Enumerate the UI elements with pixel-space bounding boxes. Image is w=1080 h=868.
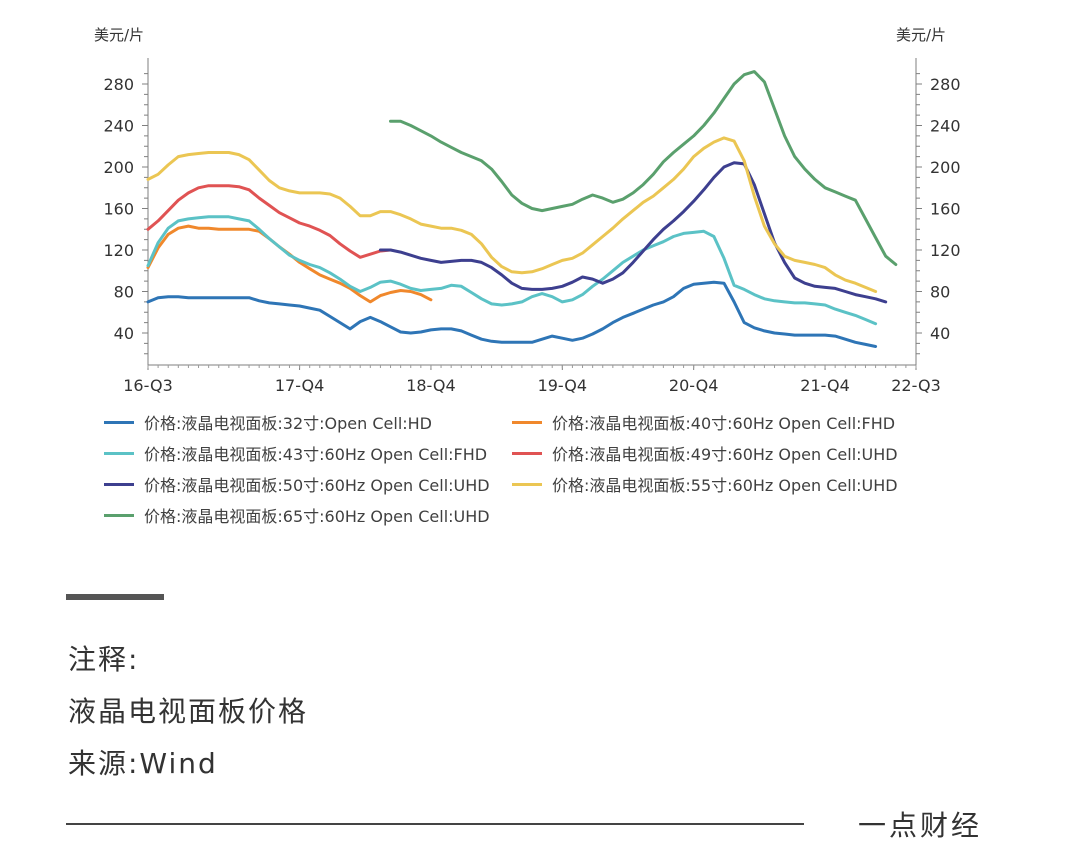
legend-item: 价格:液晶电视面板:49寸:60Hz Open Cell:UHD [508, 443, 978, 464]
legend-label: 价格:液晶电视面板:32寸:Open Cell:HD [144, 414, 433, 433]
x-tick-label: 22-Q3 [891, 376, 941, 395]
legend-swatch [104, 420, 134, 424]
series-line-4 [146, 184, 392, 259]
y-unit-left: 美元/片 [94, 26, 144, 44]
chart-legend: 价格:液晶电视面板:32寸:Open Cell:HD 价格:液晶电视面板:40寸:… [100, 412, 980, 526]
series-line-3 [146, 215, 878, 326]
brand-name: 一点财经 [858, 809, 983, 842]
legend-item: 价格:液晶电视面板:50寸:60Hz Open Cell:UHD [100, 474, 508, 495]
notes-source: 来源:Wind [68, 747, 218, 780]
legend-item: 价格:液晶电视面板:55寸:60Hz Open Cell:UHD [508, 474, 978, 495]
x-tick-label: 16-Q3 [123, 376, 173, 395]
notes-block: 注释: 液晶电视面板价格 来源:Wind [68, 640, 308, 796]
x-tick-label: 18-Q4 [406, 376, 456, 395]
y-tick-label-right: 80 [930, 283, 950, 302]
series-line-1 [146, 280, 878, 348]
y-tick-label-left: 80 [114, 283, 134, 302]
x-tick-label: 19-Q4 [538, 376, 588, 395]
y-tick-label-left: 120 [103, 241, 134, 260]
y-unit-right: 美元/片 [896, 26, 946, 44]
x-tick-label: 17-Q4 [275, 376, 325, 395]
footer-divider [66, 823, 804, 825]
y-tick-label-left: 40 [114, 324, 134, 343]
y-tick-label-right: 40 [930, 324, 950, 343]
y-tick-label-right: 160 [930, 200, 961, 219]
y-tick-label-left: 160 [103, 200, 134, 219]
legend-swatch [104, 451, 134, 455]
legend-label: 价格:液晶电视面板:43寸:60Hz Open Cell:FHD [144, 445, 488, 464]
legend-swatch [104, 482, 134, 486]
series-line-5 [378, 161, 888, 304]
notes-title: 注释: [68, 643, 140, 676]
legend-item: 价格:液晶电视面板:32寸:Open Cell:HD [100, 412, 508, 433]
y-tick-label-right: 200 [930, 158, 961, 177]
legend-swatch [512, 482, 542, 486]
legend-swatch [512, 420, 542, 424]
series-line-6 [146, 136, 878, 293]
legend-item: 价格:液晶电视面板:65寸:60Hz Open Cell:UHD [100, 505, 508, 526]
y-tick-label-left: 240 [103, 117, 134, 136]
legend-item: 价格:液晶电视面板:40寸:60Hz Open Cell:FHD [508, 412, 978, 433]
y-tick-label-right: 120 [930, 241, 961, 260]
legend-label: 价格:液晶电视面板:65寸:60Hz Open Cell:UHD [144, 507, 490, 526]
series-line-2 [146, 224, 433, 304]
legend-label: 价格:液晶电视面板:50寸:60Hz Open Cell:UHD [144, 476, 490, 495]
y-tick-label-right: 240 [930, 117, 961, 136]
y-tick-label-left: 280 [103, 75, 134, 94]
legend-swatch [104, 513, 134, 517]
legend-item: 价格:液晶电视面板:43寸:60Hz Open Cell:FHD [100, 443, 508, 464]
y-tick-label-left: 200 [103, 158, 134, 177]
x-tick-label: 20-Q4 [669, 376, 719, 395]
x-tick-label: 21-Q4 [800, 376, 850, 395]
legend-swatch [512, 451, 542, 455]
line-chart: 40 40 80 80 120 120 160 160 200 200 240 240 280 280 美元… [94, 26, 961, 395]
section-divider [66, 594, 164, 600]
legend-label: 价格:液晶电视面板:49寸:60Hz Open Cell:UHD [552, 445, 898, 464]
legend-label: 价格:液晶电视面板:40寸:60Hz Open Cell:FHD [552, 414, 896, 433]
series-line-7 [389, 70, 898, 266]
notes-description: 液晶电视面板价格 [68, 695, 309, 728]
y-tick-label-right: 280 [930, 75, 961, 94]
legend-label: 价格:液晶电视面板:55寸:60Hz Open Cell:UHD [552, 476, 898, 495]
